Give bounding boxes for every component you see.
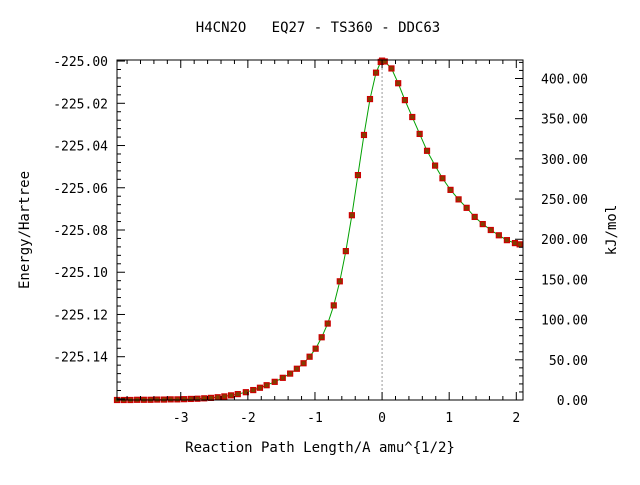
- data-point: [300, 360, 307, 367]
- y2-tick-label: 250.00: [541, 193, 588, 208]
- data-point: [366, 95, 374, 103]
- y2-tick-label: 200.00: [541, 233, 588, 248]
- data-point: [324, 320, 331, 327]
- data-point: [167, 396, 174, 403]
- x-tick-label: -1: [307, 411, 323, 426]
- data-point: [221, 393, 228, 400]
- data-point: [439, 175, 446, 182]
- y2-tick-label: 300.00: [541, 153, 588, 168]
- y-tick-label: -225.00: [53, 55, 108, 70]
- data-point: [194, 395, 201, 402]
- y-tick-label: -225.14: [53, 351, 108, 366]
- x-tick-label: -2: [240, 411, 256, 426]
- data-point: [201, 395, 208, 402]
- y-tick-label: -225.12: [53, 308, 108, 323]
- data-point: [287, 370, 294, 377]
- y2-tick-label: 100.00: [541, 314, 588, 329]
- y-axis-title: Energy/Hartree: [17, 171, 33, 289]
- y2-tick-label: 50.00: [549, 354, 588, 369]
- x-tick-label: 2: [512, 411, 520, 426]
- y-axis-ticks: -225.14 -225.12 -225.10 -225.08 -225.06 -225.…: [53, 55, 125, 400]
- data-point: [516, 241, 523, 248]
- data-point: [318, 334, 325, 341]
- x-axis-title: Reaction Path Length/A amu^{1/2}: [185, 440, 455, 456]
- data-point: [360, 131, 368, 139]
- data-point: [423, 147, 431, 154]
- data-point: [293, 365, 300, 372]
- data-point: [312, 345, 319, 352]
- data-point: [342, 248, 349, 255]
- x-axis-ticks: -3 -2 -1 0 1 2: [126, 60, 520, 426]
- plot-frame: [116, 59, 524, 401]
- data-point: [256, 384, 264, 391]
- y2-tick-label: 400.00: [541, 72, 588, 87]
- data-point: [263, 382, 270, 389]
- y-tick-label: -225.10: [53, 266, 108, 281]
- data-point: [250, 386, 257, 394]
- x-tick-label: 0: [378, 411, 386, 426]
- markers-layer: [113, 57, 523, 404]
- y-tick-label: -225.06: [53, 182, 108, 197]
- data-point: [395, 80, 402, 87]
- data-point: [455, 196, 462, 203]
- data-point: [463, 204, 470, 211]
- data-point: [174, 396, 181, 403]
- y2-axis-ticks: 0.00 50.00 100.00 150.00 200.00 250.00 300.00 3…: [515, 61, 588, 409]
- data-point: [227, 392, 235, 399]
- data-point: [372, 69, 380, 76]
- data-point: [354, 171, 362, 179]
- data-point: [348, 212, 355, 219]
- data-point: [330, 302, 337, 309]
- data-point: [431, 162, 439, 169]
- y-tick-label: -225.02: [53, 97, 108, 112]
- y2-tick-label: 0.00: [557, 394, 588, 409]
- data-point: [495, 232, 502, 239]
- data-point: [416, 130, 423, 138]
- data-point: [401, 97, 408, 104]
- data-point: [279, 374, 286, 381]
- data-point: [503, 237, 510, 244]
- y2-axis-title: kJ/mol: [604, 205, 620, 256]
- data-point: [471, 213, 478, 221]
- data-point: [409, 113, 416, 121]
- y-tick-label: -225.04: [53, 140, 108, 155]
- data-point: [271, 378, 278, 385]
- data-point: [447, 186, 454, 193]
- y2-tick-label: 350.00: [541, 113, 588, 128]
- data-point: [181, 396, 188, 403]
- y-tick-label: -225.08: [53, 224, 108, 239]
- data-point: [306, 353, 313, 360]
- y2-tick-label: 150.00: [541, 273, 588, 288]
- chart-title: H4CN2O EQ27 - TS360 - DDC63: [196, 20, 440, 36]
- data-point: [479, 220, 486, 228]
- x-tick-label: -3: [173, 411, 189, 426]
- data-point: [388, 65, 395, 72]
- x-tick-label: 1: [445, 411, 453, 426]
- data-point: [214, 394, 221, 401]
- data-point: [336, 278, 343, 285]
- data-point: [234, 390, 241, 398]
- data-point: [187, 395, 194, 403]
- data-point: [487, 226, 494, 234]
